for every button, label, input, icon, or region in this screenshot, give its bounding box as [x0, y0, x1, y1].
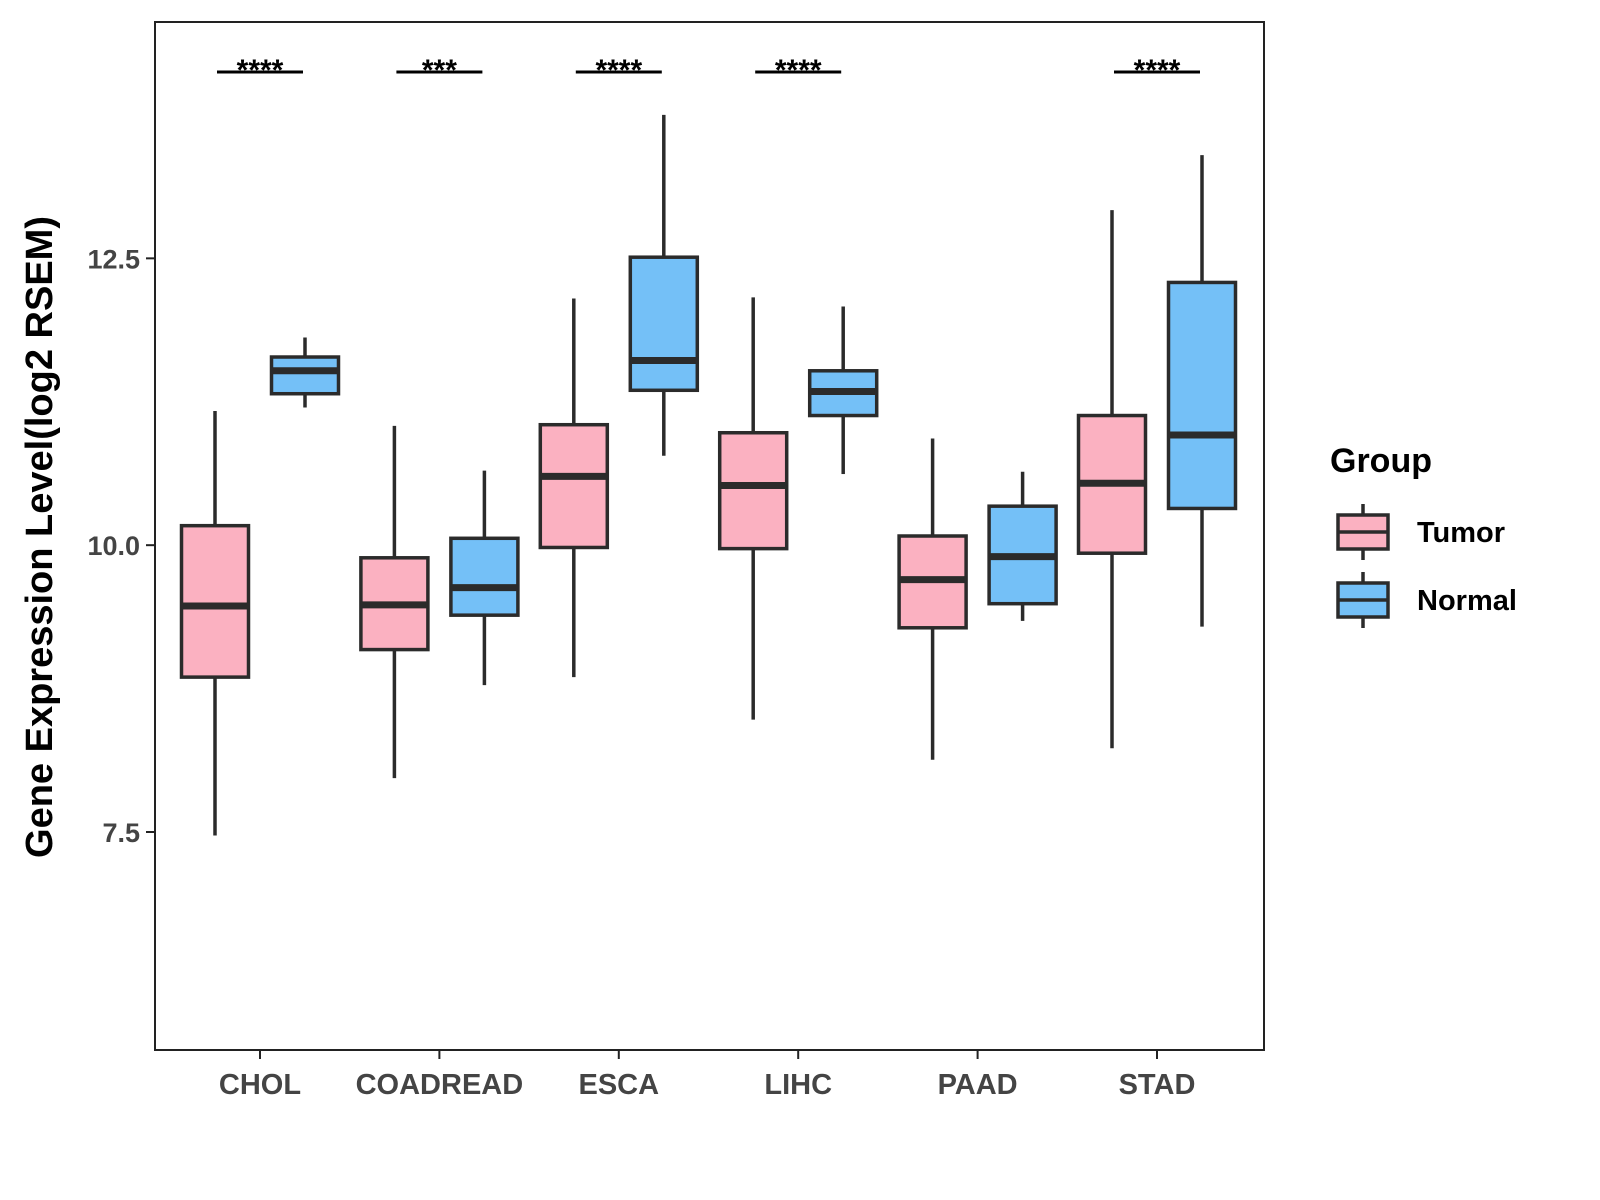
legend-title: Group [1330, 442, 1432, 480]
x-tick-label: ESCA [579, 1069, 660, 1101]
x-tick-label: COADREAD [356, 1069, 524, 1101]
box-iqr [269, 355, 341, 396]
x-tick-label: PAAD [938, 1069, 1018, 1101]
box-tumor-lihc [717, 297, 789, 720]
box-normal-esca [628, 114, 700, 456]
x-tick-label: CHOL [219, 1069, 301, 1101]
box-iqr [628, 255, 700, 393]
legend-label-normal: Normal [1417, 585, 1517, 617]
x-tick-label: STAD [1119, 1069, 1196, 1101]
significance-label: *** [422, 54, 457, 87]
significance-label: **** [775, 54, 822, 87]
box-tumor-paad [897, 438, 968, 760]
box-tumor-stad [1076, 210, 1148, 749]
significance-label: **** [237, 54, 284, 87]
y-tick-label: 7.5 [102, 818, 140, 848]
y-tick-label: 12.5 [87, 244, 140, 274]
y-tick-label: 10.0 [87, 531, 140, 561]
box-iqr [179, 523, 251, 679]
box-iqr [717, 430, 789, 551]
legend-label-tumor: Tumor [1417, 517, 1505, 549]
box-iqr [538, 422, 610, 550]
box-normal-lihc [807, 306, 879, 475]
legend: Group Tumor Normal [1330, 442, 1517, 628]
significance-label: **** [595, 54, 642, 87]
y-axis-label: Gene Expression Level(log2 RSEM) [19, 216, 61, 858]
significance-label: **** [1134, 54, 1181, 87]
box-tumor-chol [179, 410, 251, 836]
box-tumor-esca [538, 298, 610, 678]
box-normal-coadread [449, 470, 520, 686]
box-iqr [1166, 280, 1238, 511]
box-tumor-coadread [359, 425, 430, 779]
box-normal-paad [987, 471, 1058, 621]
box-iqr [449, 536, 520, 617]
box-normal-chol [269, 337, 341, 408]
x-tick-label: LIHC [764, 1069, 832, 1101]
box-normal-stad [1166, 155, 1238, 627]
